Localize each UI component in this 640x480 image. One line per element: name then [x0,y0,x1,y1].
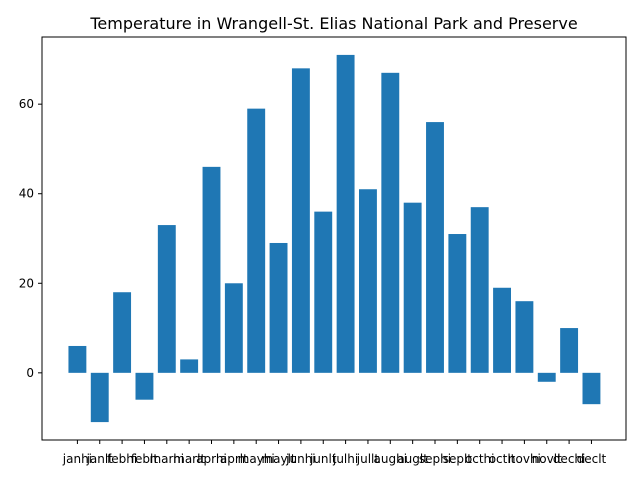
x-tick-label: janhi [62,452,92,466]
bar-octhi [470,207,489,373]
bars-group [68,54,601,423]
x-tick-label: declt [577,452,607,466]
bar-julhi [336,54,355,373]
x-tick-label: seplt [443,452,473,466]
bar-auglt [403,202,422,373]
x-tick-label: jullt [356,452,380,466]
y-tick-label: 40 [19,187,34,201]
bar-aprhi [202,166,221,373]
bar-octlt [493,287,511,373]
x-axis: janhijanltfebhifebltmarhimarltaprhiaprlt… [62,440,607,466]
x-tick-label: janlt [86,452,114,466]
bar-declt [582,372,601,405]
x-tick-label: novlt [532,452,562,466]
x-tick-label: aughi [374,452,408,466]
bar-dechi [560,328,579,373]
x-tick-label: aprhi [196,452,227,466]
bar-febhi [113,292,132,373]
bar-sephi [426,122,444,373]
x-tick-label: octhi [465,452,495,466]
bar-marlt [180,359,199,373]
x-tick-label: octlt [489,452,516,466]
bar-jullt [359,189,377,373]
x-tick-label: marhi [149,452,184,466]
bar-novlt [537,372,556,382]
x-tick-label: dechi [553,452,586,466]
bar-marhi [157,225,176,373]
x-tick-label: julhi [332,452,358,466]
y-tick-label: 20 [19,276,34,290]
plot-frame [41,36,627,441]
y-tick-label: 60 [19,97,34,111]
y-tick-label: 0 [26,366,34,380]
bar-aughi [381,72,400,373]
bar-seplt [448,234,467,373]
x-tick-label: junhi [285,452,315,466]
x-tick-label: sephi [419,452,451,466]
bar-junhi [291,68,310,373]
x-tick-label: marlt [173,452,205,466]
x-tick-label: febhi [107,452,137,466]
y-axis: 0 20 40 60 [19,97,42,380]
x-tick-label: auglt [397,452,428,466]
chart-title: Temperature in Wrangell-St. Elias Nation… [89,14,577,33]
x-tick-label: maylt [261,452,295,466]
x-tick-label: feblt [131,452,159,466]
bar-janlt [90,372,109,423]
x-tick-label: aprlt [220,452,248,466]
bar-feblt [135,372,154,400]
bar-mayhi [247,108,266,373]
bar-novhi [515,301,534,373]
bar-janhi [68,345,87,373]
x-tick-label: novhi [508,452,541,466]
bar-maylt [269,242,288,373]
bar-aprlt [224,283,243,373]
bar-junlt [314,211,333,373]
x-tick-label: mayhi [238,452,275,466]
x-tick-label: junlt [309,452,337,466]
